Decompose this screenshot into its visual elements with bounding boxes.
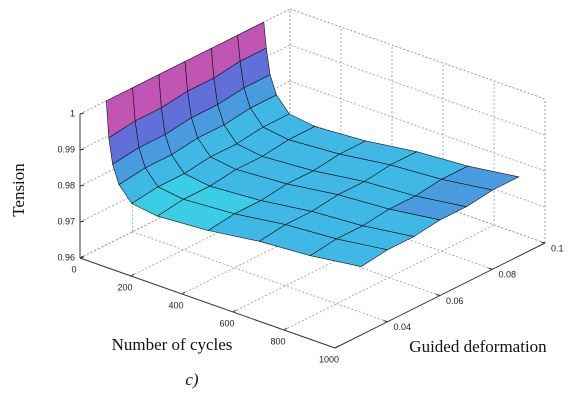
x-tick-label: 200 (117, 282, 132, 292)
y-tick-label: 0.1 (551, 243, 564, 253)
z-tick (79, 220, 85, 223)
grid-line (132, 231, 388, 323)
z-tick (79, 184, 85, 187)
y-tick (383, 320, 388, 323)
axes: 0.96 0.97 0.98 0.99 1 0 200 400 600 800 1000 0.04 0.… (57, 108, 563, 364)
grid-line (289, 8, 546, 100)
x-tick-label: 600 (219, 318, 234, 328)
surface (105, 21, 520, 267)
x-tick (334, 345, 339, 349)
x-tick-label: 0 (71, 264, 76, 274)
z-tick-label: 0.98 (57, 180, 75, 190)
z-tick (79, 148, 85, 151)
grid-line (289, 80, 546, 172)
x-tick (283, 327, 288, 331)
z-tick-label: 0.99 (57, 144, 75, 154)
y-axis-label: Guided deformation (409, 337, 547, 356)
x-tick (130, 273, 135, 277)
y-tick (435, 294, 441, 296)
z-tick-label: 1 (70, 108, 75, 118)
x-tick (181, 291, 186, 295)
z-tick-label: 0.97 (57, 216, 75, 226)
x-tick-label: 400 (168, 300, 183, 310)
x-axis-label: Number of cycles (112, 335, 233, 354)
y-tick (540, 241, 546, 244)
x-axis (79, 257, 336, 349)
z-tick (79, 112, 85, 115)
x-tick (232, 309, 237, 313)
y-tick (488, 267, 493, 270)
z-tick-label: 0.96 (57, 252, 75, 262)
surface-patch (309, 238, 389, 267)
y-tick-label: 0.04 (394, 322, 412, 332)
x-tick-label: 1000 (319, 354, 339, 364)
grid-line (289, 44, 546, 136)
y-tick-label: 0.08 (499, 270, 517, 280)
y-tick-label: 0.06 (446, 296, 464, 306)
z-axis-label: Tension (9, 163, 28, 217)
x-tick-label: 800 (270, 336, 285, 346)
x-tick (79, 255, 84, 259)
caption: c) (185, 370, 199, 389)
